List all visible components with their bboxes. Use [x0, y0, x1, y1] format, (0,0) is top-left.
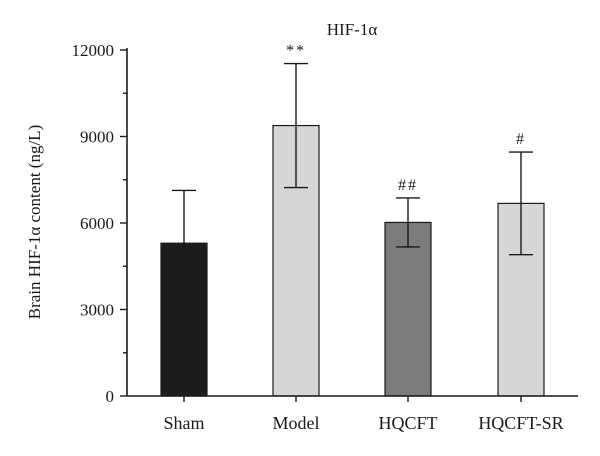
y-axis-label: Brain HIF-1α content (ng/L) — [25, 125, 44, 319]
significance-label-model: ** — [286, 43, 306, 60]
bar-hqcft — [384, 221, 432, 397]
x-tick-label: HQCFT — [378, 413, 437, 433]
x-tick-label: HQCFT-SR — [478, 413, 563, 433]
x-tick-label: Sham — [163, 413, 204, 433]
plot-area: Sham ** Model ## HQCFT # HQCFT-SR 0 3000 6000 9000… — [72, 41, 578, 433]
x-tick-label: Model — [273, 413, 320, 433]
y-tick-label: 9000 — [80, 128, 114, 147]
y-tick-label: 3000 — [80, 301, 114, 320]
significance-label-hqcft: ## — [398, 177, 418, 194]
y-tick-label: 12000 — [72, 41, 115, 60]
y-tick-label: 0 — [106, 387, 115, 406]
significance-label-hqcft-sr: # — [516, 131, 526, 148]
chart-title: HIF-1α — [327, 20, 378, 39]
y-tick-label: 6000 — [80, 214, 114, 233]
